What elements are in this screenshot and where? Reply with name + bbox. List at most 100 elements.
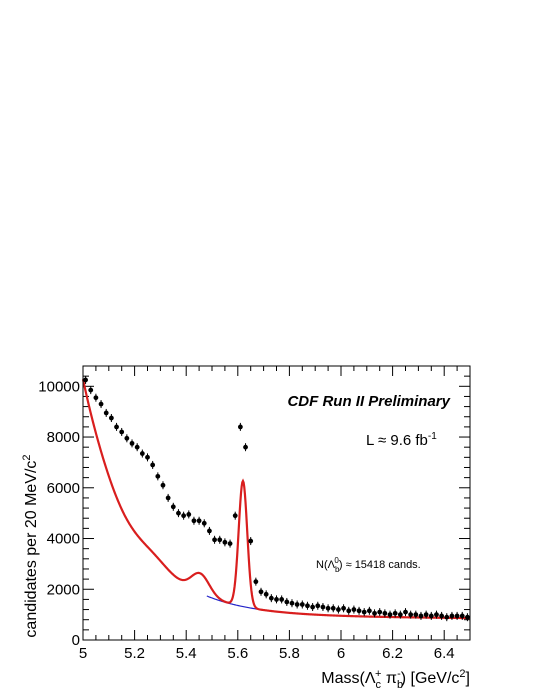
y-axis-title: candidates per 20 MeV/c2 <box>21 454 40 637</box>
x-tick-label: 5.6 <box>227 645 248 662</box>
data-point <box>155 473 161 479</box>
data-point <box>150 462 156 468</box>
data-point <box>315 603 321 609</box>
data-point <box>397 612 403 618</box>
x-tick-label: 5.8 <box>279 645 300 662</box>
data-point <box>341 605 346 611</box>
data-point <box>434 612 439 618</box>
data-point <box>423 612 429 618</box>
data-point <box>459 613 465 619</box>
fit-curves <box>81 378 470 620</box>
data-point <box>83 377 88 383</box>
data-point <box>294 602 300 607</box>
data-point <box>139 451 145 456</box>
data-point <box>212 537 217 543</box>
data-point <box>253 579 259 585</box>
data-point <box>289 600 295 606</box>
data-point <box>263 591 269 597</box>
data-point <box>356 608 362 614</box>
data-point <box>274 597 279 602</box>
tick-labels: 5 5.2 5.4 5.6 5.8 6 6.2 6.4 0 2000 4000 6000 8000 100… <box>38 378 454 662</box>
data-point <box>336 607 341 612</box>
data-point <box>258 589 264 595</box>
data-points <box>83 375 470 622</box>
chart-title: CDF Run II Preliminary <box>287 393 450 410</box>
data-point <box>88 387 94 393</box>
yield-label: N(Λb0) ≈ 15418 cands. <box>316 556 421 574</box>
data-point <box>181 513 187 519</box>
data-point <box>382 610 388 616</box>
data-point <box>243 444 248 450</box>
data-point <box>366 608 372 614</box>
data-point <box>103 410 109 416</box>
data-point <box>186 512 192 517</box>
x-tick-label: 6.4 <box>434 645 455 662</box>
luminosity-label: L ≈ 9.6 fb-1 <box>366 431 437 449</box>
total-fit-line <box>81 378 470 620</box>
data-point <box>165 495 171 501</box>
data-point <box>279 597 285 602</box>
data-point <box>134 444 140 450</box>
data-point <box>227 541 233 546</box>
data-point <box>377 609 383 615</box>
data-point <box>439 613 445 619</box>
data-point <box>454 613 460 619</box>
data-point <box>237 424 243 430</box>
data-point <box>346 608 352 614</box>
data-point <box>108 415 114 421</box>
y-tick-label: 2000 <box>47 581 80 598</box>
data-point <box>361 609 367 615</box>
data-point <box>428 613 434 619</box>
y-tick-label: 6000 <box>47 480 80 497</box>
data-point <box>310 604 316 610</box>
x-tick-label: 5.4 <box>176 645 197 662</box>
data-point <box>465 614 470 620</box>
data-point <box>284 599 290 605</box>
plot-frame <box>82 365 471 641</box>
data-point <box>449 613 455 619</box>
y-tick-label: 0 <box>72 632 80 649</box>
data-point <box>176 510 181 516</box>
data-point <box>418 613 424 619</box>
data-point <box>330 605 336 611</box>
data-point <box>160 482 166 488</box>
data-point <box>207 528 212 534</box>
data-point <box>170 504 176 510</box>
data-point <box>129 440 135 446</box>
x-tick-label: 5 <box>79 645 87 662</box>
data-point <box>372 610 377 616</box>
data-point <box>268 595 274 601</box>
data-point <box>413 612 419 618</box>
data-point <box>201 520 207 526</box>
data-point <box>217 537 223 543</box>
data-point <box>191 518 197 524</box>
data-point <box>222 539 228 545</box>
data-point <box>196 518 202 524</box>
x-tick-label: 6 <box>337 645 345 662</box>
data-point <box>93 395 99 401</box>
data-point <box>98 401 104 407</box>
data-point <box>248 538 254 544</box>
y-tick-label: 10000 <box>38 378 80 395</box>
data-point <box>145 454 150 460</box>
y-tick-label: 4000 <box>47 531 80 548</box>
data-point <box>392 610 398 616</box>
data-point <box>232 513 238 519</box>
x-axis-title: Mass(Λc+ πb-) [GeV/c2] <box>321 668 470 691</box>
y-tick-label: 8000 <box>47 429 80 446</box>
data-point <box>305 603 310 609</box>
x-tick-label: 5.2 <box>124 645 145 662</box>
data-point <box>124 435 130 441</box>
data-point <box>387 612 393 618</box>
x-tick-label: 6.2 <box>382 645 403 662</box>
data-point <box>325 605 331 611</box>
data-point <box>408 612 414 618</box>
data-point <box>351 607 357 612</box>
data-point <box>320 604 326 610</box>
data-point <box>299 602 305 607</box>
data-point <box>119 429 125 435</box>
data-point <box>444 614 450 620</box>
data-point <box>403 609 408 615</box>
data-point <box>114 424 119 430</box>
